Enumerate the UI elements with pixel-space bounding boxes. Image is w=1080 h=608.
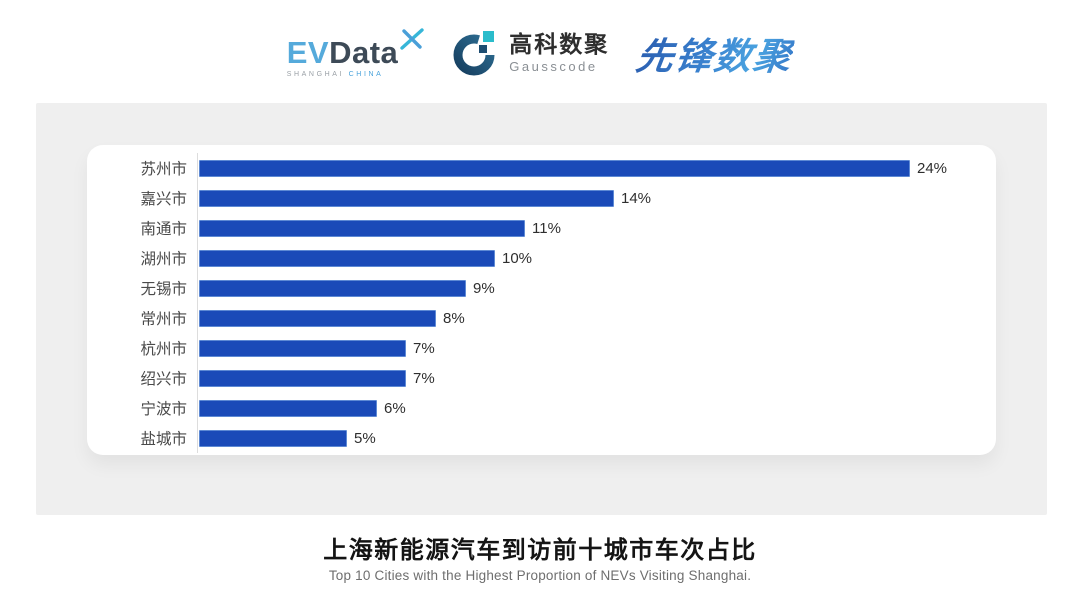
evdata-logo: EV Data SHANGHAI CHINA xyxy=(287,28,425,78)
value-label: 7% xyxy=(413,339,435,357)
bar xyxy=(199,219,525,237)
bar xyxy=(199,429,347,447)
category-label: 南通市 xyxy=(140,221,187,238)
category-label: 苏州市 xyxy=(140,161,187,178)
bar xyxy=(199,189,614,207)
chart-rows: 苏州市 24% 嘉兴市 14% 南通市 11% 湖州市 10% 无锡市 9% 常州市 8% 杭州市 7% 绍… xyxy=(87,153,996,453)
category-label: 杭州市 xyxy=(140,341,187,358)
chart-row: 湖州市 10% xyxy=(87,243,996,273)
chart-title: 上海新能源汽车到访前十城市车次占比 xyxy=(323,537,757,564)
category-label: 嘉兴市 xyxy=(140,191,187,208)
gausscode-text: 高科数聚 Gausscode xyxy=(509,31,610,74)
bar xyxy=(199,399,377,417)
chart-row: 盐城市 5% xyxy=(87,423,996,453)
category-label: 无锡市 xyxy=(140,281,187,298)
chart-row: 杭州市 7% xyxy=(87,333,996,363)
value-label: 10% xyxy=(502,249,533,267)
value-label: 5% xyxy=(354,429,376,447)
category-label: 盐城市 xyxy=(140,431,187,448)
pioneer-logo: 先锋数聚 xyxy=(633,26,797,80)
chart-row: 南通市 11% xyxy=(87,213,996,243)
chart-row: 嘉兴市 14% xyxy=(87,183,996,213)
bar-area: 24% xyxy=(197,153,996,183)
value-label: 8% xyxy=(443,309,465,327)
bar xyxy=(199,339,406,357)
evdata-subtext: SHANGHAI CHINA xyxy=(287,71,384,78)
bar-area: 7% xyxy=(197,363,996,393)
evdata-wordmark: EV Data xyxy=(287,28,425,68)
bar-area: 7% xyxy=(197,333,996,363)
chart-row: 苏州市 24% xyxy=(87,153,996,183)
evdata-sub-china: CHINA xyxy=(348,71,384,78)
evdata-x-icon xyxy=(400,28,424,50)
chart-row: 宁波市 6% xyxy=(87,393,996,423)
chart-row: 常州市 8% xyxy=(87,303,996,333)
chart-row: 绍兴市 7% xyxy=(87,363,996,393)
pioneer-logo-text: 先锋数聚 xyxy=(633,36,796,77)
bar-area: 10% xyxy=(197,243,996,273)
bar-area: 14% xyxy=(197,183,996,213)
gausscode-cn-name: 高科数聚 xyxy=(509,31,610,58)
gausscode-en-name: Gausscode xyxy=(509,58,598,74)
bar-area: 5% xyxy=(197,423,996,453)
bar xyxy=(199,159,910,177)
value-label: 6% xyxy=(384,399,406,417)
bar xyxy=(199,309,436,327)
chart-panel: 苏州市 24% 嘉兴市 14% 南通市 11% 湖州市 10% 无锡市 9% 常州市 8% 杭州市 7% 绍… xyxy=(36,103,1047,515)
evdata-ev-text: EV xyxy=(286,35,330,70)
chart-subtitle: Top 10 Cities with the Highest Proportio… xyxy=(328,568,752,583)
bar-area: 9% xyxy=(197,273,996,303)
category-label: 常州市 xyxy=(140,311,187,328)
category-label: 湖州市 xyxy=(140,251,187,268)
bar-area: 6% xyxy=(197,393,996,423)
value-label: 7% xyxy=(413,369,435,387)
header: EV Data SHANGHAI CHINA xyxy=(0,14,1080,92)
value-label: 9% xyxy=(473,279,495,297)
bar xyxy=(199,369,406,387)
gausscode-g-icon xyxy=(453,31,495,76)
category-label: 宁波市 xyxy=(140,401,187,418)
bar xyxy=(199,249,495,267)
value-label: 24% xyxy=(917,159,948,177)
value-label: 11% xyxy=(532,219,561,237)
chart-card: 苏州市 24% 嘉兴市 14% 南通市 11% 湖州市 10% 无锡市 9% 常州市 8% 杭州市 7% 绍… xyxy=(87,145,996,455)
bar-area: 11% xyxy=(197,213,996,243)
category-label: 绍兴市 xyxy=(140,371,187,388)
bar xyxy=(199,279,466,297)
evdata-sub-shanghai: SHANGHAI xyxy=(286,71,345,78)
value-label: 14% xyxy=(621,189,652,207)
bar-area: 8% xyxy=(197,303,996,333)
chart-row: 无锡市 9% xyxy=(87,273,996,303)
evdata-data-text: Data xyxy=(329,35,399,70)
gausscode-logo: 高科数聚 Gausscode xyxy=(452,29,609,77)
